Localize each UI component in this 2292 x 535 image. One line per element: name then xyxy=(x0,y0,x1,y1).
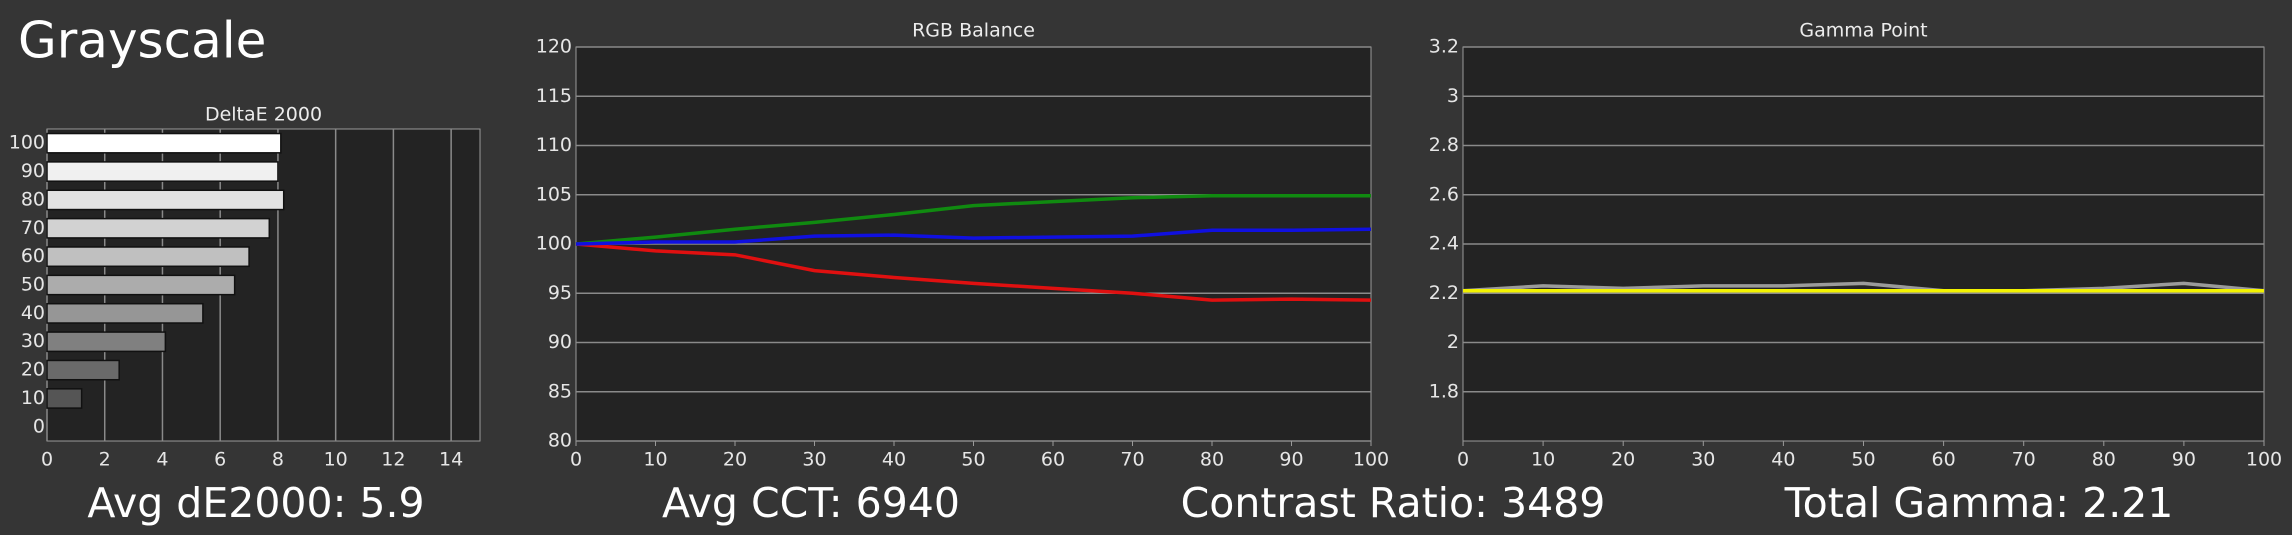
x-tick-label: 14 xyxy=(439,449,463,471)
x-tick-label: 10 xyxy=(643,449,667,471)
y-tick-label: 85 xyxy=(548,380,572,402)
stat: Contrast Ratio: 3489 xyxy=(1181,479,1606,527)
x-tick-label: 0 xyxy=(570,449,582,471)
x-tick-label: 20 xyxy=(723,449,747,471)
bar xyxy=(46,331,167,353)
stat: Avg dE2000: 5.9 xyxy=(87,479,424,527)
line xyxy=(575,193,1371,246)
x-tick-label: 70 xyxy=(1120,449,1144,471)
x-tick-label: 90 xyxy=(1279,449,1303,471)
y-tick-label: 20 xyxy=(21,359,45,381)
x-tick-label: 12 xyxy=(381,449,405,471)
line xyxy=(575,227,1372,246)
y-tick-label: 90 xyxy=(21,160,45,182)
x-tick-label: 4 xyxy=(156,449,168,471)
bar xyxy=(46,246,250,268)
x-tick-label: 0 xyxy=(41,449,53,471)
x-tick-label: 70 xyxy=(2012,449,2036,471)
x-tick-label: 40 xyxy=(1771,449,1795,471)
x-tick-label: 80 xyxy=(2092,449,2116,471)
x-tick-label: 30 xyxy=(1691,449,1715,471)
x-tick-label: 10 xyxy=(324,449,348,471)
y-tick-label: 60 xyxy=(21,245,45,267)
bar xyxy=(46,359,120,381)
y-tick-label: 1.8 xyxy=(1429,380,1459,402)
x-tick-label: 0 xyxy=(1457,449,1469,471)
bar xyxy=(46,302,204,324)
y-tick-label: 80 xyxy=(548,430,572,452)
y-tick-label: 0 xyxy=(33,415,45,437)
y-tick-label: 2.4 xyxy=(1429,233,1459,255)
x-tick-label: 60 xyxy=(1041,449,1065,471)
y-tick-label: 100 xyxy=(9,132,45,154)
y-tick-label: 120 xyxy=(536,36,572,58)
x-tick-label: 10 xyxy=(1531,449,1555,471)
x-tick-label: 80 xyxy=(1200,449,1224,471)
page-title: Grayscale xyxy=(18,12,266,70)
y-tick-label: 115 xyxy=(536,85,572,107)
bar xyxy=(46,132,282,154)
y-tick-label: 90 xyxy=(548,331,572,353)
x-tick-label: 60 xyxy=(1932,449,1956,471)
line xyxy=(1462,281,2265,293)
x-tick-label: 20 xyxy=(1611,449,1635,471)
y-tick-label: 10 xyxy=(21,387,45,409)
y-tick-label: 2 xyxy=(1447,331,1459,353)
y-tick-label: 100 xyxy=(536,233,572,255)
y-tick-label: 2.8 xyxy=(1429,134,1459,156)
y-tick-label: 70 xyxy=(21,217,45,239)
line xyxy=(575,242,1372,302)
x-tick-label: 100 xyxy=(2246,449,2282,471)
y-tick-label: 2.6 xyxy=(1429,183,1459,205)
bar xyxy=(46,274,236,296)
x-tick-label: 90 xyxy=(2172,449,2196,471)
stat: Avg CCT: 6940 xyxy=(662,479,960,527)
x-tick-label: 100 xyxy=(1353,449,1389,471)
chart-title: RGB Balance xyxy=(912,20,1035,42)
chart-title: DeltaE 2000 xyxy=(205,104,322,126)
y-tick-label: 2.2 xyxy=(1429,282,1459,304)
y-tick-label: 105 xyxy=(536,183,572,205)
x-tick-label: 30 xyxy=(802,449,826,471)
y-tick-label: 3.2 xyxy=(1429,36,1459,58)
stat: Total Gamma: 2.21 xyxy=(1784,479,2174,527)
x-tick-label: 6 xyxy=(214,449,226,471)
bar xyxy=(46,217,271,239)
y-tick-label: 30 xyxy=(21,330,45,352)
chart-title: Gamma Point xyxy=(1799,20,1927,42)
bar xyxy=(46,388,83,409)
x-tick-label: 8 xyxy=(272,449,284,471)
y-tick-label: 50 xyxy=(21,274,45,296)
bar xyxy=(46,161,279,182)
x-tick-label: 40 xyxy=(882,449,906,471)
x-tick-label: 50 xyxy=(961,449,985,471)
y-tick-label: 110 xyxy=(536,134,572,156)
x-tick-label: 50 xyxy=(1851,449,1875,471)
x-tick-label: 2 xyxy=(99,449,111,471)
y-tick-label: 40 xyxy=(21,302,45,324)
bar xyxy=(46,189,285,211)
y-tick-label: 3 xyxy=(1447,85,1459,107)
y-tick-label: 80 xyxy=(21,188,45,210)
y-tick-label: 95 xyxy=(548,282,572,304)
